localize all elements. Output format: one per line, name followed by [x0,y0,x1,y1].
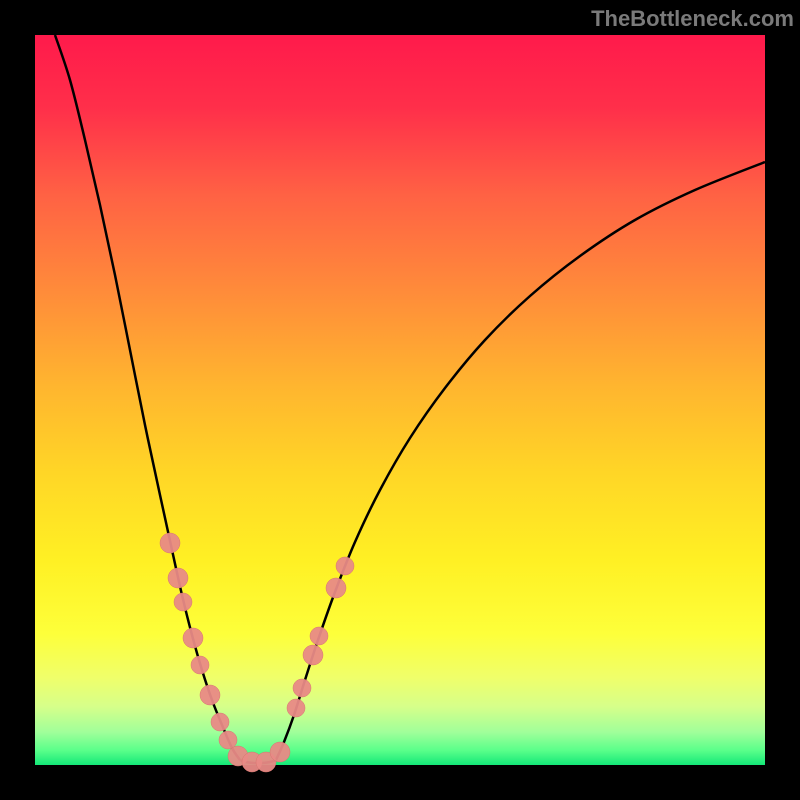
data-point-5 [200,685,220,705]
data-point-11 [270,742,290,762]
data-point-7 [219,731,237,749]
data-point-4 [191,656,209,674]
data-point-13 [293,679,311,697]
data-point-16 [326,578,346,598]
data-point-6 [211,713,229,731]
data-point-3 [183,628,203,648]
data-point-12 [287,699,305,717]
curve-left [55,35,240,760]
data-point-2 [174,593,192,611]
plot-svg [0,0,800,800]
data-point-17 [336,557,354,575]
curve-right [276,162,765,760]
watermark-text: TheBottleneck.com [591,6,794,32]
data-point-15 [310,627,328,645]
data-point-14 [303,645,323,665]
data-point-1 [168,568,188,588]
data-point-0 [160,533,180,553]
chart-container: TheBottleneck.com [0,0,800,800]
